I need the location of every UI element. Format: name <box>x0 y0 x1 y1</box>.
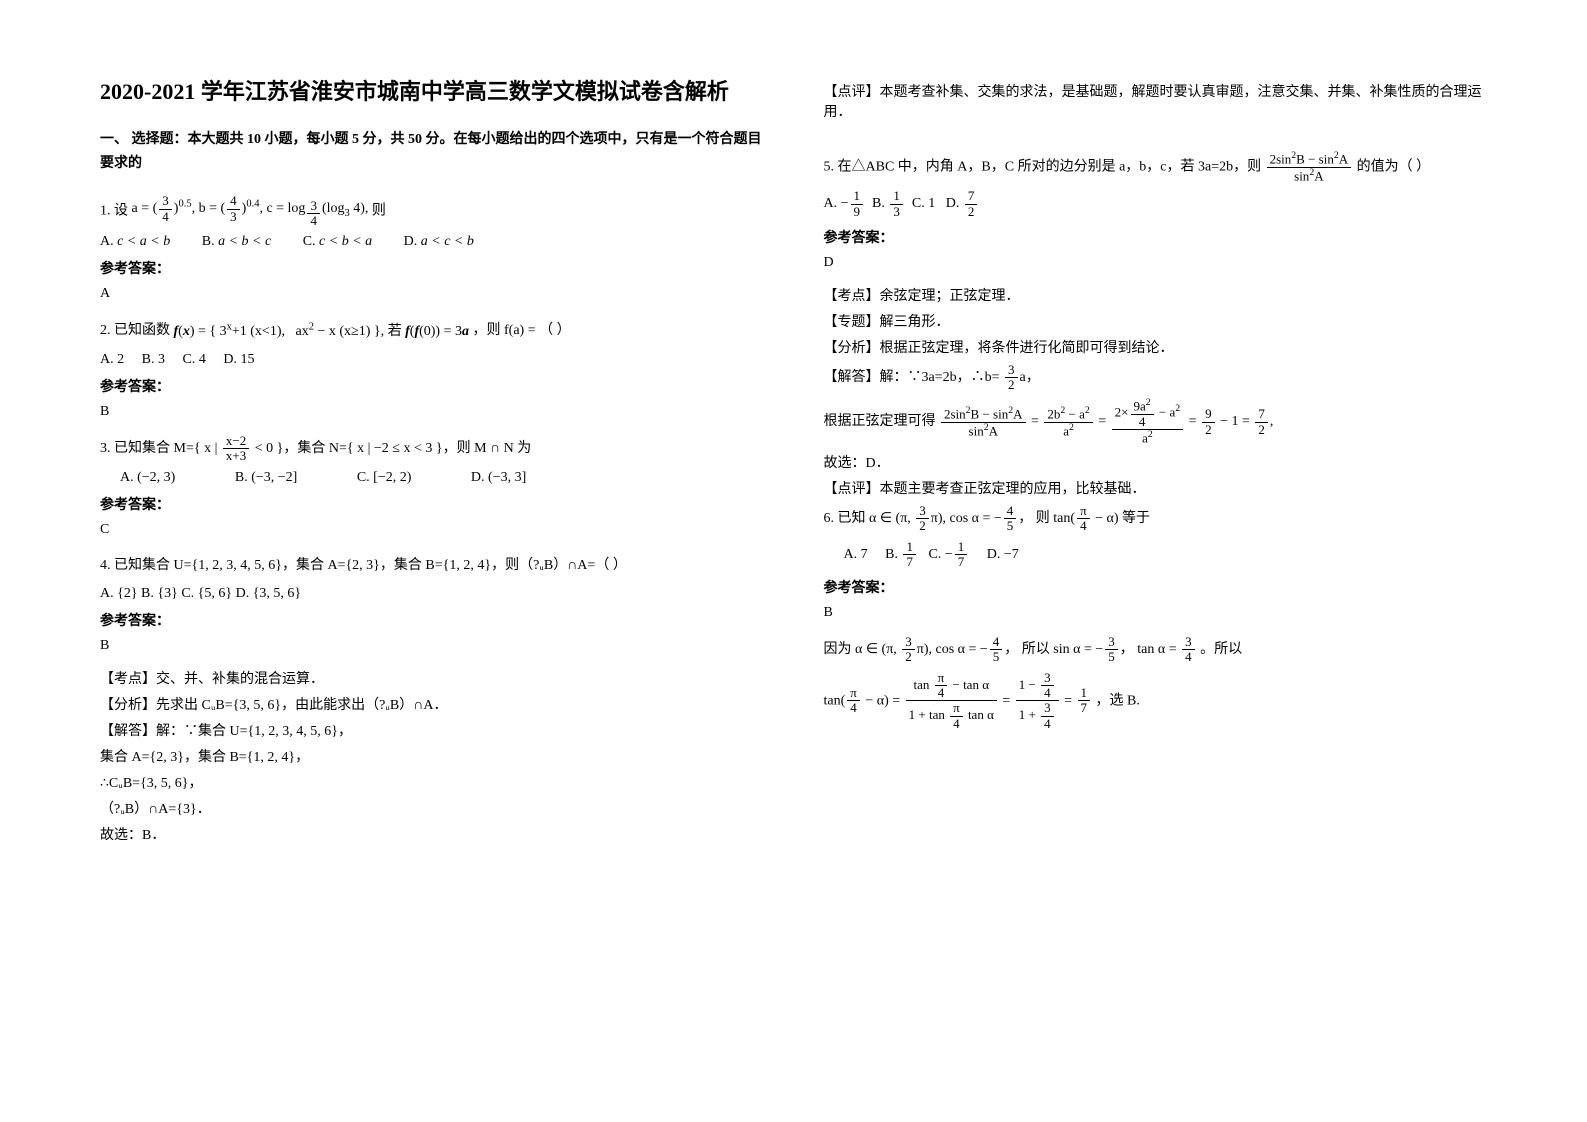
q3-opt-d: D. (−3, 3] <box>471 470 554 485</box>
q2-expr: f(x) = { 3x+1 (x<1), ax2 − x (x≥1) }, 若 … <box>174 324 473 339</box>
q4-kaodian: 【考点】交、并、补集的混合运算． <box>100 668 764 688</box>
q6-sol-2: tan(π4 − α) = tan π4 − tan α 1 + tan π4 … <box>824 671 1488 731</box>
question-2: 2. 已知函数 f(x) = { 3x+1 (x<1), ax2 − x (x≥… <box>100 316 764 346</box>
q3-set-n: x | −2 ≤ x < 3 <box>357 441 432 456</box>
question-5: 5. 在△ABC 中，内角 A，B，C 所对的边分别是 a，b，c，若 3a=2… <box>824 151 1488 183</box>
question-3: 3. 已知集合 M={ x | x−2x+3 < 0 }，集合 N={ x | … <box>100 434 764 464</box>
q5-stem-pre: 5. 在△ABC 中，内角 A，B，C 所对的边分别是 a，b，c，若 3a=2… <box>824 159 1262 174</box>
q1-opt-c: C. c < b < a <box>303 234 372 249</box>
q3-opt-a: A. (−2, 3) <box>120 470 203 485</box>
right-column: 【点评】本题考查补集、交集的求法，是基础题，解题时要认真审题，注意交集、并集、补… <box>824 75 1488 850</box>
q3-mid: }，集合 N={ <box>277 441 357 456</box>
q5-options: A. −19 B. 13 C. 1 D. 72 <box>824 189 1488 219</box>
q2-tail: ，则 f(a) = （ ） <box>473 323 571 338</box>
q2-answer-label: 参考答案： <box>100 376 764 396</box>
page-title: 2020-2021 学年江苏省淮安市城南中学高三数学文模拟试卷含解析 <box>100 75 764 108</box>
q5-stem-post: 的值为（ ） <box>1357 159 1431 174</box>
q1-opt-b: B. a < b < c <box>202 234 271 249</box>
q1-options: A. c < a < b B. a < b < c C. c < b < a D… <box>100 234 764 250</box>
q6-opt-d: −7 <box>1004 547 1019 562</box>
q6-opt-a: 7 <box>861 547 868 562</box>
q3-opt-b: B. (−3, −2] <box>235 470 325 485</box>
q2-answer: B <box>100 404 764 420</box>
q4-jieda-1: 集合 A={2, 3}，集合 B={1, 2, 4}， <box>100 746 764 766</box>
q3-set-m: x | x−2x+3 < 0 <box>204 441 273 456</box>
q5-answer-label: 参考答案： <box>824 227 1488 247</box>
q5-answer: D <box>824 255 1488 271</box>
q2-prefix: 2. 已知函数 <box>100 323 170 338</box>
q4-dianping: 【点评】本题考查补集、交集的求法，是基础题，解题时要认真审题，注意交集、并集、补… <box>824 81 1488 121</box>
q5-expr: 2sin2B − sin2Asin2A <box>1265 159 1357 174</box>
q1-answer-label: 参考答案： <box>100 258 764 278</box>
q2-opt-c: 4 <box>199 352 206 367</box>
q3-answer-label: 参考答案： <box>100 494 764 514</box>
q2-options: A. 2 B. 3 C. 4 D. 15 <box>100 352 764 368</box>
question-6: 6. 已知 α ∈ (π, 32π), cos α = −45， 则 tan(π… <box>824 504 1488 534</box>
q5-jieda-2: 根据正弦定理可得 2sin2B − sin2Asin2A = 2b2 − a2a… <box>824 398 1488 446</box>
q2-opt-a: 2 <box>117 352 124 367</box>
q4-answer-label: 参考答案： <box>100 610 764 630</box>
spacer <box>824 127 1488 151</box>
q6-ask: 则 tan(π4 − α) <box>1036 511 1122 526</box>
q5-kaodian: 【考点】余弦定理；正弦定理． <box>824 285 1488 305</box>
section-intro: 一、 选择题：本大题共 10 小题，每小题 5 分，共 50 分。在每小题给出的… <box>100 128 764 176</box>
q4-options: A. {2} B. {3} C. {5, 6} D. {3, 5, 6} <box>100 586 764 602</box>
q1-expr: a = (34)0.5, b = (43)0.4, c = log34(log3… <box>132 201 372 216</box>
q3-opt-c: C. [−2, 2) <box>357 470 440 485</box>
q5-so: 故选：D． <box>824 452 1488 472</box>
q5-fenxi: 【分析】根据正弦定理，将条件进行化简即可得到结论． <box>824 337 1488 357</box>
question-4: 4. 已知集合 U={1, 2, 3, 4, 5, 6}，集合 A={2, 3}… <box>100 552 764 580</box>
q1-opt-d: D. a < c < b <box>404 234 474 249</box>
left-column: 2020-2021 学年江苏省淮安市城南中学高三数学文模拟试卷含解析 一、 选择… <box>100 75 764 850</box>
q4-stem: 4. 已知集合 U={1, 2, 3, 4, 5, 6}，集合 A={2, 3}… <box>100 558 627 573</box>
q6-options: A. 7 B. 17 C. −17 D. −7 <box>824 540 1488 570</box>
q4-jieda-3: （?ᵤB）∩A={3}． <box>100 798 764 818</box>
q5-jieda-1: 【解答】解：∵3a=2b，∴b= 32a， <box>824 363 1488 393</box>
q4-jieda-4: 故选：B． <box>100 824 764 844</box>
q1-opt-a: A. c < a < b <box>100 234 170 249</box>
q3-prefix: 3. 已知集合 M={ <box>100 441 201 456</box>
q6-answer: B <box>824 605 1488 621</box>
q4-jieda-2: ∴CᵤB={3, 5, 6}， <box>100 772 764 792</box>
q4-fenxi: 【分析】先求出 CᵤB={3, 5, 6}，由此能求出（?ᵤB）∩A． <box>100 694 764 714</box>
q3-tail: }，则 M ∩ N 为 <box>436 441 531 456</box>
q4-answer: B <box>100 638 764 654</box>
exam-page: 2020-2021 学年江苏省淮安市城南中学高三数学文模拟试卷含解析 一、 选择… <box>0 0 1587 890</box>
q1-prefix: 1. 设 <box>100 203 128 218</box>
q5-opt-c: 1 <box>928 196 935 211</box>
q2-opt-b: 3 <box>158 352 165 367</box>
q1-answer: A <box>100 286 764 302</box>
q6-cond: α ∈ (π, 32π), cos α = −45， <box>869 511 1036 526</box>
q6-sol-1: 因为 α ∈ (π, 32π), cos α = −45， 所以 sin α =… <box>824 635 1488 665</box>
q6-prefix: 6. 已知 <box>824 511 866 526</box>
q3-options: A. (−2, 3) B. (−3, −2] C. [−2, 2) D. (−3… <box>100 470 764 486</box>
q4-jieda-0: 【解答】解：∵集合 U={1, 2, 3, 4, 5, 6}， <box>100 720 764 740</box>
q5-dianping: 【点评】本题主要考查正弦定理的应用，比较基础． <box>824 478 1488 498</box>
question-1: 1. 设 a = (34)0.5, b = (43)0.4, c = log34… <box>100 194 764 229</box>
q1-then: 则 <box>372 203 386 218</box>
q5-zhuanti: 【专题】解三角形． <box>824 311 1488 331</box>
q3-answer: C <box>100 522 764 538</box>
q6-answer-label: 参考答案： <box>824 577 1488 597</box>
q2-opt-d: 15 <box>240 352 254 367</box>
